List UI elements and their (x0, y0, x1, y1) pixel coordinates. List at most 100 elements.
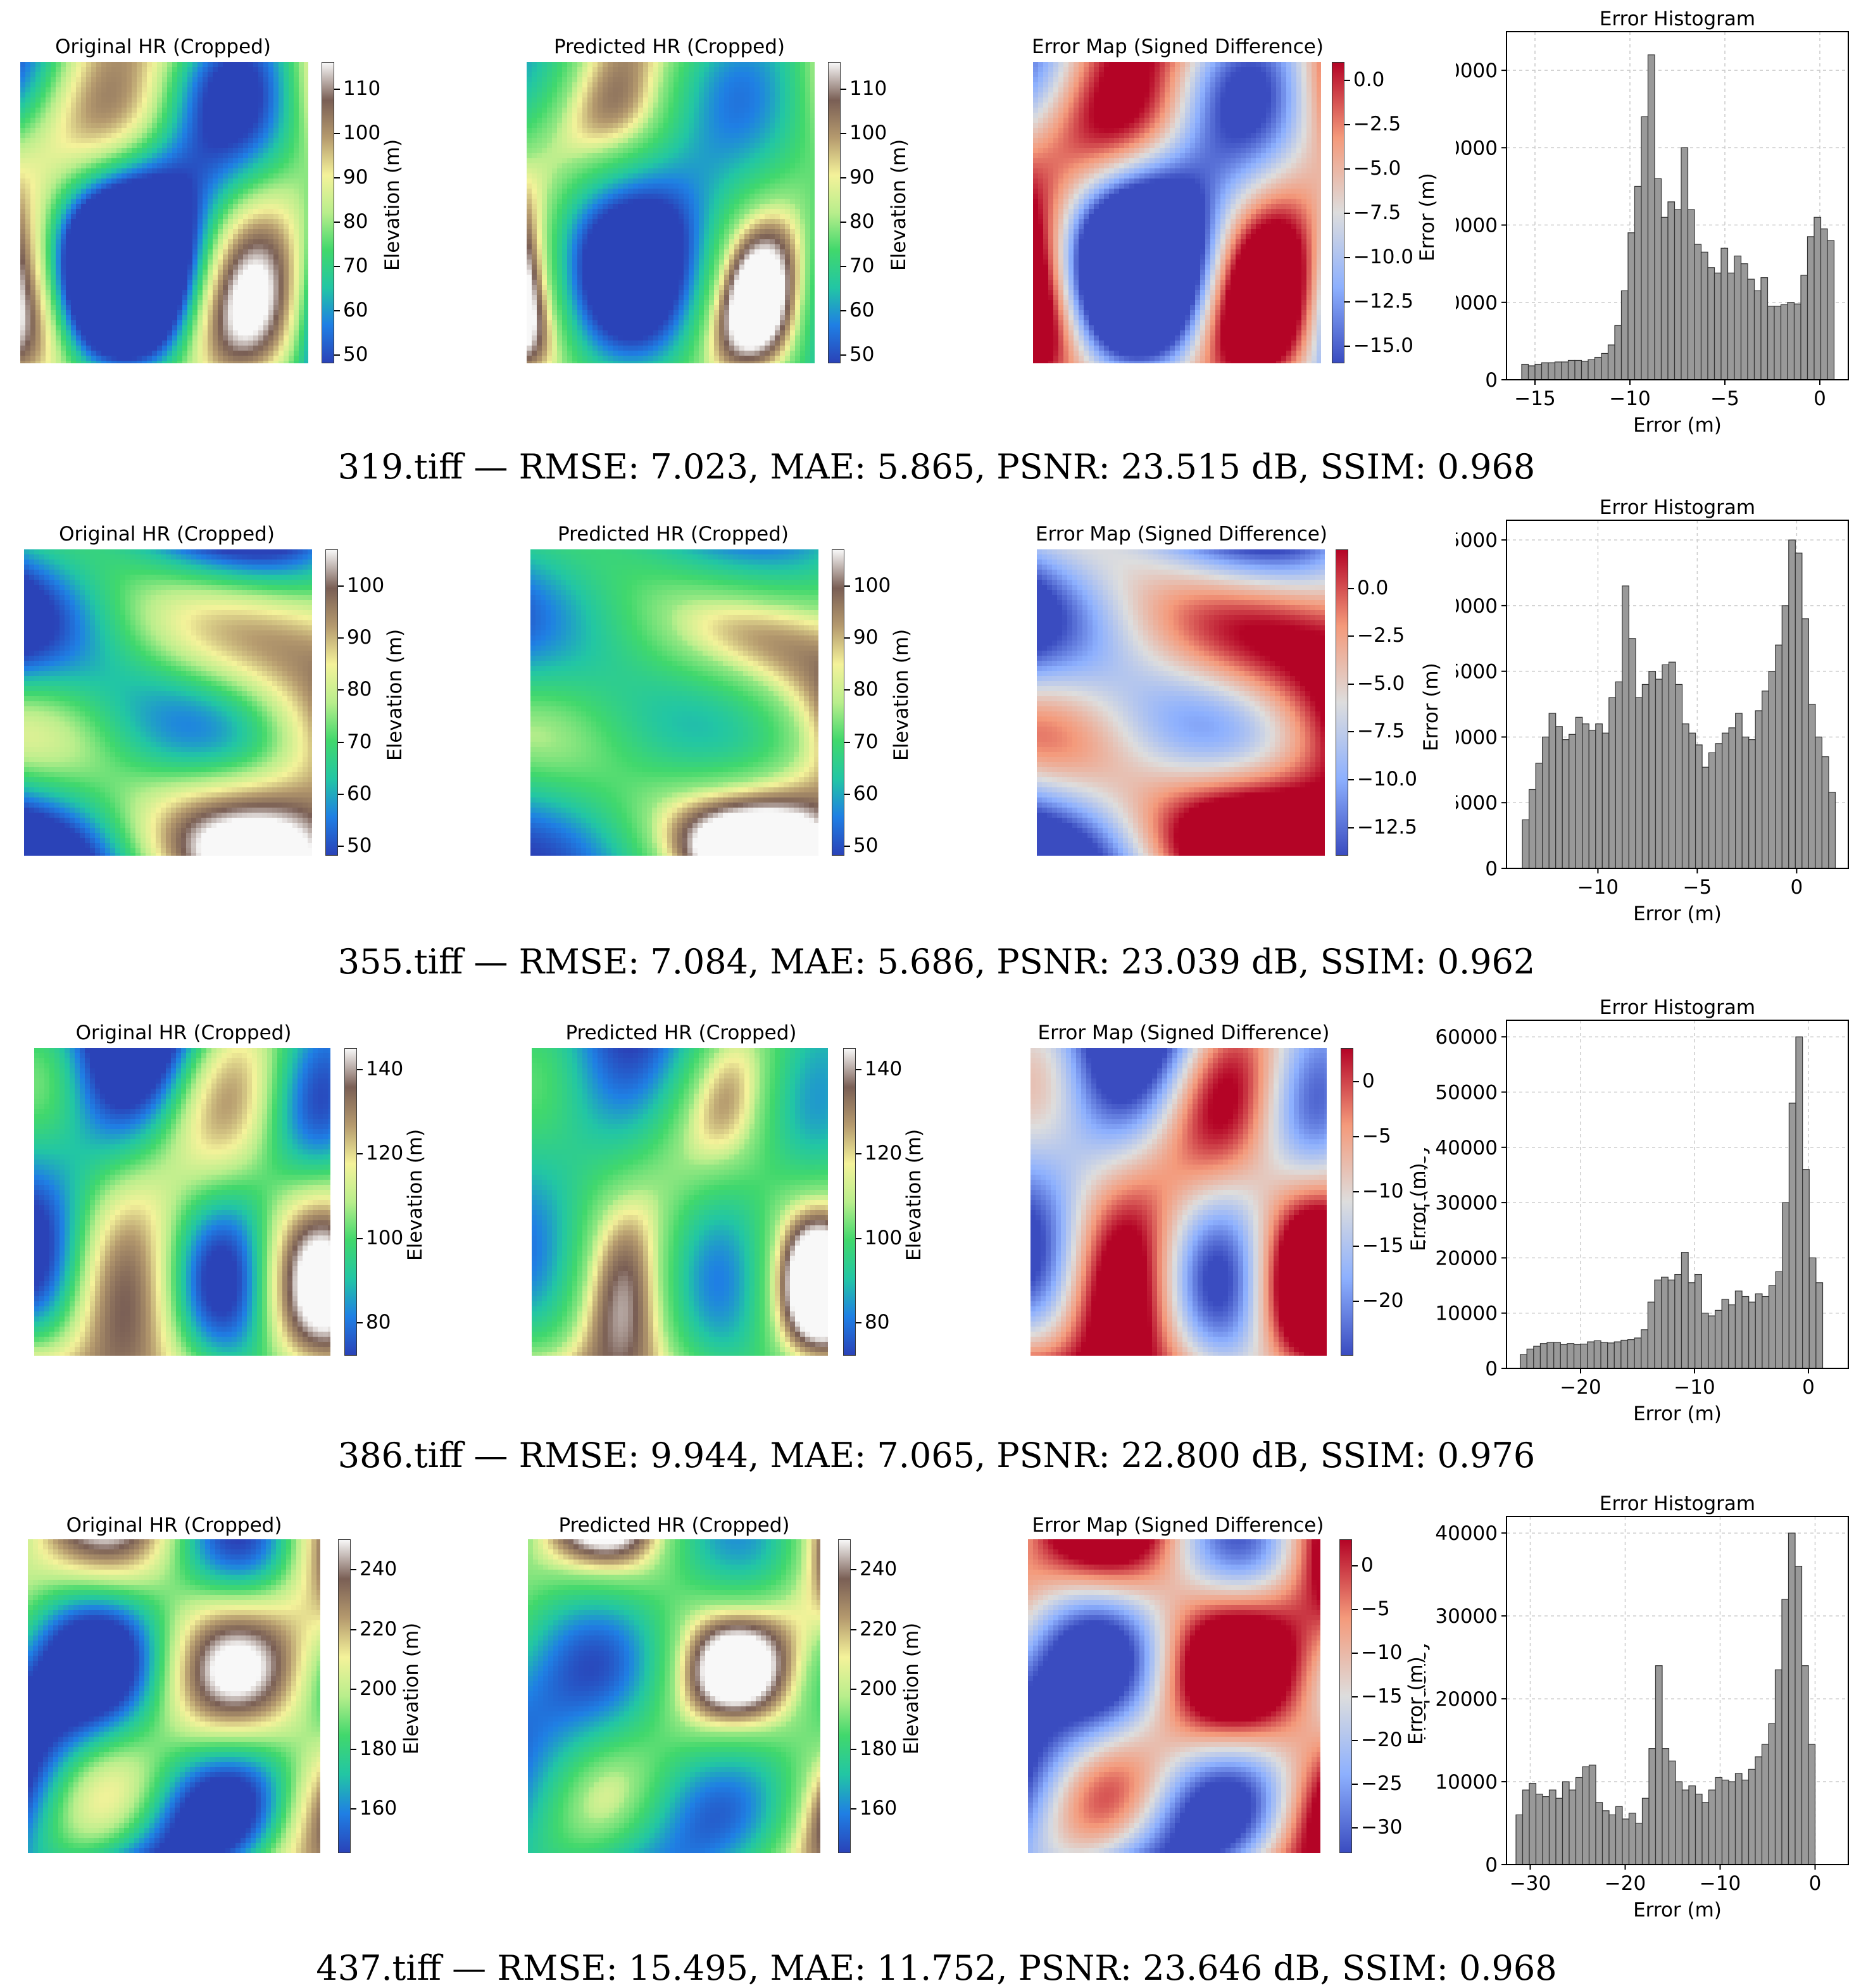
histogram-bar (1762, 1297, 1769, 1368)
histogram-bar (1516, 1815, 1523, 1865)
histogram-bar (1588, 359, 1595, 380)
histogram-bar (1582, 1766, 1589, 1865)
histogram-bar (1543, 737, 1550, 868)
histogram-bar (1641, 116, 1648, 380)
histogram-bar (1535, 365, 1542, 380)
colorbar-tick-label: 180 (860, 1737, 897, 1760)
histogram-bar (1555, 362, 1562, 380)
histogram-bar (1694, 244, 1701, 380)
y-tick-label: 0 (1485, 1358, 1498, 1380)
x-tick-label: 0 (1809, 1872, 1822, 1895)
histogram-bar (1543, 1797, 1550, 1865)
histogram-bar (1588, 1342, 1594, 1368)
y-tick-label: 40000 (1435, 1522, 1498, 1545)
histogram-bar (1755, 711, 1762, 868)
histogram-bar (1682, 724, 1689, 868)
y-tick-label: 30000 (1435, 1605, 1498, 1628)
histogram-bar (1768, 306, 1775, 380)
y-tick-label: 10000 (1435, 1303, 1498, 1325)
error-map (1028, 1539, 1320, 1853)
predicted-title: Predicted HR (Cropped) (528, 1514, 820, 1537)
colorbar-tick-label: −25 (1361, 1772, 1402, 1795)
histogram-bar (1628, 233, 1635, 380)
y-tick-label: 10000 (1456, 726, 1498, 749)
colorbar-tick-label: −7.5 (1357, 720, 1405, 742)
histogram-bar (1715, 1310, 1722, 1368)
histogram-bar (1520, 1354, 1527, 1368)
histogram-bar (1536, 1794, 1543, 1865)
y-tick-label: 20000 (1456, 595, 1498, 618)
colorbar-tick-label: 110 (849, 77, 887, 100)
y-tick-label: 60000 (1435, 1026, 1498, 1049)
colorbar-tick-label: 60 (849, 299, 874, 322)
x-tick-label: −10 (1700, 1872, 1741, 1895)
histogram-bar (1827, 241, 1834, 380)
histogram-bar (1821, 229, 1828, 380)
colorbar-tick-label: 90 (853, 626, 878, 649)
histogram-bar (1581, 1344, 1588, 1368)
histogram-bar (1608, 345, 1615, 380)
histogram-bar (1729, 1305, 1736, 1368)
colorbar-tick-label: −12.5 (1353, 290, 1413, 313)
histogram-bar (1755, 1294, 1762, 1368)
y-tick-label: 30000 (1435, 1192, 1498, 1215)
histogram-bar (1769, 1285, 1776, 1368)
elevation-colorbar (344, 1048, 357, 1356)
histogram-bar (1815, 737, 1822, 868)
histogram-bar (1762, 1744, 1769, 1865)
original-title: Original HR (Cropped) (28, 1514, 320, 1537)
histogram-bar (1676, 1782, 1682, 1865)
histogram-bar (1603, 1811, 1610, 1865)
histogram-bar (1522, 820, 1529, 868)
y-tick-label: 0 (1485, 1854, 1498, 1877)
x-tick-label: −30 (1510, 1872, 1551, 1895)
colorbar-tick-label: 70 (347, 730, 372, 753)
colorbar-tick-label: 80 (366, 1311, 391, 1334)
caption: 437.tiff — RMSE: 15.495, MAE: 11.752, PS… (0, 1948, 1873, 1988)
x-tick-label: 0 (1813, 387, 1826, 410)
histogram-bar (1734, 256, 1741, 380)
original-elevation-map (34, 1048, 330, 1356)
colorbar-tick-label: 100 (347, 574, 384, 597)
histogram-bar (1634, 1338, 1641, 1368)
histogram-bar (1622, 586, 1629, 868)
histogram-bar (1529, 1784, 1536, 1865)
histogram-bar (1776, 1670, 1782, 1865)
histogram-bar (1696, 1794, 1703, 1865)
histogram-bar (1749, 1302, 1756, 1368)
histogram-bar (1662, 665, 1669, 868)
histogram-bar (1769, 672, 1776, 868)
y-tick-label: 50000 (1435, 1081, 1498, 1104)
original-elevation-map (20, 62, 308, 363)
histogram-bar (1523, 1790, 1530, 1865)
y-tick-label: 15000 (1456, 661, 1498, 684)
x-tick-label: 0 (1802, 1376, 1815, 1399)
colorbar-tick-label: 80 (853, 678, 878, 701)
x-tick-label: −5 (1683, 876, 1712, 899)
histogram-bar (1614, 1342, 1621, 1368)
histogram-bar (1655, 1280, 1662, 1368)
histogram-bar (1648, 55, 1655, 380)
histogram-bar (1782, 1599, 1789, 1865)
colorbar-tick-label: 70 (343, 254, 368, 277)
error-map (1030, 1048, 1327, 1356)
histogram-bar (1728, 273, 1735, 380)
histogram-bar (1695, 1275, 1702, 1368)
histogram-bar (1601, 353, 1608, 380)
elevation-label: Elevation (m) (900, 1641, 923, 1754)
histogram-bar (1736, 713, 1743, 868)
colorbar-tick-label: −15.0 (1353, 334, 1413, 357)
histogram-bar (1776, 645, 1782, 868)
elevation-label: Elevation (m) (384, 647, 406, 761)
histogram-bar (1602, 733, 1609, 868)
x-axis-label: Error (m) (1633, 1403, 1722, 1425)
histogram-bar (1560, 1344, 1567, 1368)
error-map-title: Error Map (Signed Difference) (1032, 35, 1323, 58)
histogram-bar (1595, 358, 1602, 380)
histogram-bar (1796, 1037, 1803, 1368)
histogram-bar (1789, 1533, 1796, 1865)
x-tick-label: −20 (1605, 1872, 1646, 1895)
colorbar-tick-label: 0.0 (1353, 68, 1384, 91)
histogram-bar (1622, 1819, 1629, 1865)
